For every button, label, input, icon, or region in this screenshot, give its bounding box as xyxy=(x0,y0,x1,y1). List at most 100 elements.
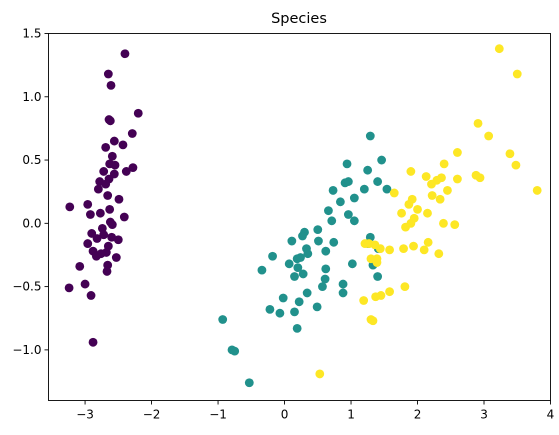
data-point-s1-18 xyxy=(298,231,307,241)
data-point-s2-50 xyxy=(368,316,378,326)
data-point-s2-25 xyxy=(397,208,406,218)
y-tick-label: −1.0 xyxy=(12,343,41,357)
data-point-s0-23 xyxy=(83,199,93,209)
y-tick-label: −0.5 xyxy=(12,280,41,294)
x-tick-label: 0 xyxy=(281,408,289,422)
data-point-s1-48 xyxy=(290,307,299,317)
data-point-s2-5 xyxy=(505,149,515,159)
points-layer xyxy=(64,44,542,388)
data-point-s0-24 xyxy=(65,202,75,212)
data-point-s1-41 xyxy=(338,279,348,289)
chart-title: Species xyxy=(271,11,327,27)
x-tick-label: −3 xyxy=(76,408,94,422)
data-point-s0-14 xyxy=(121,167,131,176)
x-tick-label: 3 xyxy=(480,408,488,422)
data-point-s1-16 xyxy=(313,225,323,235)
data-point-s0-50 xyxy=(88,337,98,347)
data-point-s2-21 xyxy=(427,191,437,200)
data-point-s0-5 xyxy=(105,116,115,126)
data-point-s2-24 xyxy=(423,208,432,218)
y-tick-label: 1.0 xyxy=(22,90,41,104)
data-point-s0-42 xyxy=(96,249,106,259)
data-point-s2-36 xyxy=(409,241,418,251)
data-point-s1-10 xyxy=(349,193,359,203)
data-point-s2-17 xyxy=(532,186,542,195)
data-point-s2-38 xyxy=(419,245,429,255)
data-point-s0-3 xyxy=(133,108,143,118)
data-point-s1-8 xyxy=(359,184,369,194)
data-point-s0-19 xyxy=(101,179,111,189)
data-point-s1-6 xyxy=(343,177,353,186)
data-point-s1-26 xyxy=(321,246,331,256)
data-point-s0-9 xyxy=(101,143,111,152)
data-point-s0-0 xyxy=(120,49,130,59)
data-point-s2-39 xyxy=(385,245,394,255)
data-point-s1-3 xyxy=(342,159,352,169)
data-point-s1-39 xyxy=(373,272,383,281)
data-point-s1-12 xyxy=(324,206,333,216)
data-point-s0-34 xyxy=(107,232,117,242)
data-point-s2-43 xyxy=(372,258,382,267)
data-point-s0-1 xyxy=(103,69,113,79)
data-point-s2-48 xyxy=(359,296,369,305)
data-point-s1-19 xyxy=(287,236,297,246)
x-tick-label: 1 xyxy=(347,408,355,422)
data-point-s2-29 xyxy=(401,222,410,232)
data-point-s2-37 xyxy=(375,244,385,254)
plot-frame xyxy=(48,33,551,401)
data-point-s2-8 xyxy=(406,167,416,176)
data-point-s2-1 xyxy=(512,69,522,79)
data-point-s0-21 xyxy=(103,191,113,200)
data-point-s2-35 xyxy=(399,244,408,254)
data-point-s1-31 xyxy=(284,259,294,269)
data-point-s0-48 xyxy=(80,279,90,289)
x-tick-label: 2 xyxy=(414,408,422,422)
y-tick-label: 0.5 xyxy=(22,153,41,167)
x-tick-label: −2 xyxy=(143,408,161,422)
data-point-s1-11 xyxy=(335,197,345,207)
data-point-s2-23 xyxy=(413,205,422,214)
data-point-s2-2 xyxy=(473,118,483,128)
data-point-s0-25 xyxy=(105,205,115,214)
data-point-s2-45 xyxy=(385,287,394,297)
data-point-s1-4 xyxy=(373,177,383,186)
data-point-s2-14 xyxy=(453,174,462,184)
data-point-s1-52 xyxy=(292,323,302,333)
data-point-s2-20 xyxy=(404,199,414,209)
x-tick-label: −1 xyxy=(209,408,227,422)
data-point-s2-6 xyxy=(439,159,449,169)
data-point-s2-3 xyxy=(484,131,494,141)
data-point-s0-10 xyxy=(107,151,117,161)
data-point-s0-27 xyxy=(85,210,95,219)
data-point-s0-30 xyxy=(107,220,117,229)
data-point-s0-43 xyxy=(111,253,121,262)
data-point-s1-51 xyxy=(218,315,228,324)
data-point-s2-7 xyxy=(511,160,521,170)
data-point-s0-6 xyxy=(127,129,137,138)
data-point-s2-18 xyxy=(389,188,399,198)
data-point-s0-33 xyxy=(99,230,109,240)
data-point-s1-32 xyxy=(347,259,357,269)
y-axis: −1.0 −0.5 0.0 0.5 1.0 1.5 xyxy=(12,27,49,357)
data-point-s1-45 xyxy=(294,297,304,307)
data-point-s1-13 xyxy=(343,210,353,219)
data-point-s1-47 xyxy=(265,304,275,314)
data-point-s1-35 xyxy=(257,265,267,275)
data-point-s2-0 xyxy=(494,44,504,54)
data-point-s0-47 xyxy=(64,283,74,293)
data-point-s2-16 xyxy=(443,186,452,195)
x-tick-label: 4 xyxy=(547,408,555,422)
data-point-s0-2 xyxy=(106,80,116,90)
data-point-s0-45 xyxy=(103,260,113,270)
data-point-s0-15 xyxy=(99,167,109,176)
data-point-s2-22 xyxy=(435,194,445,204)
data-point-s0-36 xyxy=(113,235,123,245)
data-point-s2-28 xyxy=(439,218,448,228)
data-point-s0-13 xyxy=(128,163,138,173)
data-point-s1-14 xyxy=(349,216,359,226)
data-point-s2-15 xyxy=(427,179,436,189)
data-point-s1-21 xyxy=(329,237,339,247)
data-point-s2-47 xyxy=(371,292,381,302)
data-point-s1-0 xyxy=(365,131,375,141)
